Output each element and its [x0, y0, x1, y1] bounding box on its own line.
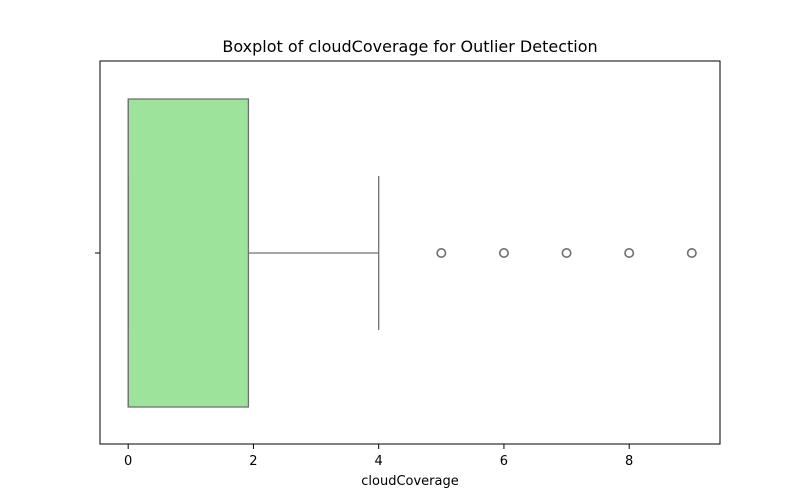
- x-axis-label: cloudCoverage: [361, 474, 459, 489]
- chart-marks: [127, 98, 697, 408]
- box-iqr: [127, 98, 250, 408]
- x-tick-label: 4: [375, 454, 383, 469]
- x-axis-ticks: 0 2 4 6 8: [124, 444, 633, 469]
- x-tick-label: 0: [124, 454, 132, 469]
- x-tick-label: 6: [500, 454, 508, 469]
- outlier-point: [436, 248, 447, 259]
- outlier-point: [561, 248, 572, 259]
- outlier-point: [624, 248, 635, 259]
- outlier-point: [498, 248, 509, 259]
- outlier-point: [686, 248, 697, 259]
- chart-title: Boxplot of cloudCoverage for Outlier Det…: [222, 37, 597, 56]
- x-tick-label: 8: [625, 454, 633, 469]
- x-tick-label: 2: [249, 454, 257, 469]
